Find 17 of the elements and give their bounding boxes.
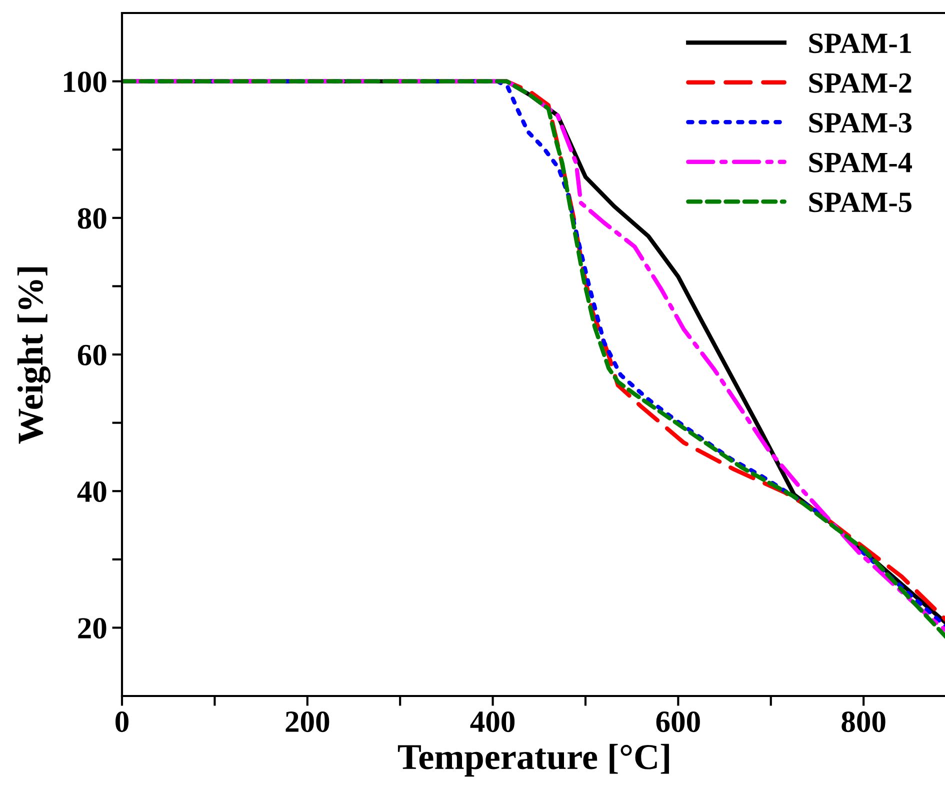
x-tick-label: 200	[286, 711, 330, 732]
x-axis-title: Temperature [°C]	[398, 744, 669, 777]
legend-label: SPAM-4	[809, 152, 912, 172]
y-tick-label: 80	[78, 208, 106, 229]
legend-label: SPAM-3	[809, 113, 912, 133]
y-tick-label: 40	[77, 481, 106, 502]
y-axis-title: Weight [%]	[17, 267, 50, 444]
y-tick-label: 20	[78, 618, 106, 639]
y-tick-label: 60	[78, 344, 106, 366]
y-tick-label: 100	[64, 72, 106, 92]
x-tick-label: 800	[842, 711, 886, 732]
x-tick-label: 0	[116, 711, 128, 732]
legend-label: SPAM-2	[809, 73, 912, 93]
legend-label: SPAM-5	[809, 192, 912, 212]
x-tick-label: 400	[470, 711, 515, 732]
legend-label: SPAM-1	[809, 34, 911, 54]
x-tick-label: 600	[656, 711, 700, 732]
